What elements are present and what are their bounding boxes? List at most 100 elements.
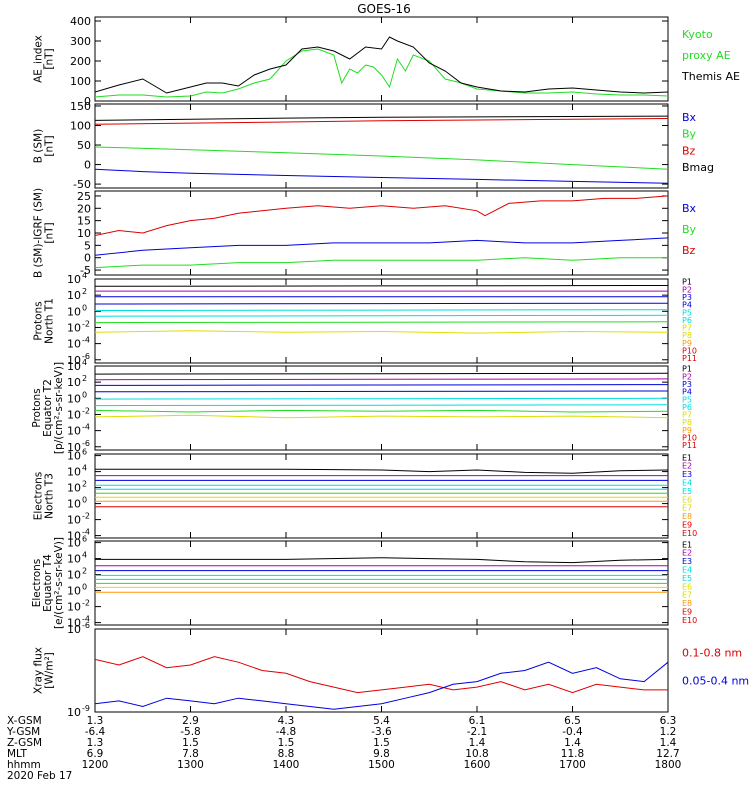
y-tick-label: 10 (67, 376, 81, 389)
legend-entry: E5 (682, 574, 692, 583)
ephemeris-row-label: X-GSM (7, 715, 42, 727)
legend-entry: proxy AE (682, 49, 731, 62)
series-bmag (95, 115, 668, 121)
series-e1 (95, 468, 668, 474)
y-tick-label: 0 (84, 95, 91, 108)
series-p5 (95, 309, 668, 311)
ephemeris-value: 1300 (177, 759, 204, 771)
y-tick-label: 10 (67, 553, 81, 566)
ephemeris-value: 5.4 (373, 715, 390, 727)
y-tick-label: 10 (67, 360, 81, 373)
y-tick-label: -50 (73, 178, 91, 191)
series-bx (95, 237, 668, 256)
series-p2 (95, 378, 668, 381)
y-tick-label: 10 (67, 585, 81, 598)
y-tick-exponent: 2 (82, 374, 87, 383)
ephemeris-value: 10.8 (465, 748, 488, 760)
legend-entry: By (682, 128, 697, 141)
y-tick-exponent: 4 (82, 464, 87, 473)
legend-entry: 0.05-0.4 nm (682, 674, 749, 687)
ephemeris-value: 12.7 (656, 748, 679, 760)
legend-entry: P6 (682, 316, 692, 325)
series-bx (95, 168, 668, 184)
y-tick-exponent: 2 (82, 480, 87, 489)
legend-entry: E9 (682, 608, 692, 617)
y-tick-label: 10 (67, 450, 81, 463)
y-tick-label: 10 (67, 623, 81, 636)
ephemeris-value: 1400 (273, 759, 300, 771)
series-bz (95, 118, 668, 125)
y-tick-label: 10 (67, 321, 81, 334)
legend-entry: E10 (682, 529, 697, 538)
series-0-05-0-4-nm (95, 661, 668, 710)
y-tick-label: 5 (84, 239, 91, 252)
y-axis-title: Equator T4 (42, 554, 54, 612)
legend-entry: P10 (682, 433, 697, 442)
y-axis-title: Protons (31, 388, 43, 427)
legend-entry: E9 (682, 521, 692, 530)
y-tick-label: 10 (67, 392, 81, 405)
legend-entry: E4 (682, 479, 692, 488)
y-axis-title: [nT] (44, 48, 56, 69)
y-tick-label: 10 (67, 617, 81, 630)
ephemeris-value: 6.1 (469, 715, 486, 727)
y-tick-exponent: 2 (82, 567, 87, 576)
series-0-1-0-8-nm (95, 656, 668, 694)
y-axis-title: [p/(cm²-s-sr-keV)] (53, 362, 65, 454)
legend-entry: Bz (682, 144, 696, 157)
y-tick-exponent: -2 (82, 599, 90, 608)
y-tick-exponent: -4 (82, 423, 90, 432)
ephemeris-value: 1800 (655, 759, 682, 771)
ephemeris-value: -3.6 (371, 726, 392, 738)
y-tick-label: 50 (77, 139, 91, 152)
y-tick-label: 20 (77, 202, 91, 215)
y-axis-title: Xray flux (33, 647, 45, 694)
y-tick-label: 0 (84, 252, 91, 265)
legend-entry: By (682, 223, 697, 236)
y-axis-title: Equator T2 (42, 379, 54, 437)
legend-entry: Bx (682, 111, 697, 124)
series-p8 (95, 330, 668, 334)
plot-title: GOES-16 (357, 2, 411, 16)
y-tick-exponent: 0 (82, 496, 87, 505)
legend-entry: 0.1-0.8 nm (682, 647, 742, 660)
legend-entry: E3 (682, 557, 692, 566)
panel-frame (94, 453, 669, 539)
y-tick-exponent: 4 (82, 551, 87, 560)
series-bz (95, 195, 668, 236)
y-axis-title: [nT] (44, 222, 56, 243)
series-kyoto-proxy-ae (95, 48, 668, 98)
legend-entry: E3 (682, 470, 692, 479)
legend-entry: E6 (682, 582, 692, 591)
ephemeris-value: 6.3 (660, 715, 677, 727)
ephemeris-value: 1500 (368, 759, 395, 771)
ephemeris-value: 1.5 (278, 737, 295, 749)
legend-entry: E7 (682, 504, 692, 513)
ephemeris-value: -5.8 (180, 726, 201, 738)
y-tick-label: 10 (67, 338, 81, 351)
y-tick-label: 10 (67, 425, 81, 438)
y-tick-label: 10 (77, 227, 91, 240)
y-tick-exponent: -9 (82, 704, 90, 713)
series-p6 (95, 314, 668, 317)
legend-entry: P2 (682, 285, 692, 294)
panel-bsm: -50 0 50 100 150 B (SM) [nT] Bx By Bz Bmag (33, 100, 715, 191)
y-axis-title: AE_index (33, 35, 45, 83)
ephemeris-value: -0.4 (562, 726, 583, 738)
y-tick-exponent: 4 (82, 358, 87, 367)
y-axis-title: Protons (33, 301, 45, 340)
y-tick-label: 25 (77, 190, 91, 203)
series-p6 (95, 404, 668, 407)
y-tick-label: 10 (67, 273, 81, 286)
ephemeris-value: 9.8 (373, 748, 390, 760)
y-tick-label: 10 (67, 601, 81, 614)
y-tick-exponent: -4 (82, 528, 90, 537)
y-tick-exponent: -2 (82, 512, 90, 521)
legend-entry: P3 (682, 380, 692, 389)
y-tick-label: 10 (67, 498, 81, 511)
y-tick-label: 10 (67, 466, 81, 479)
